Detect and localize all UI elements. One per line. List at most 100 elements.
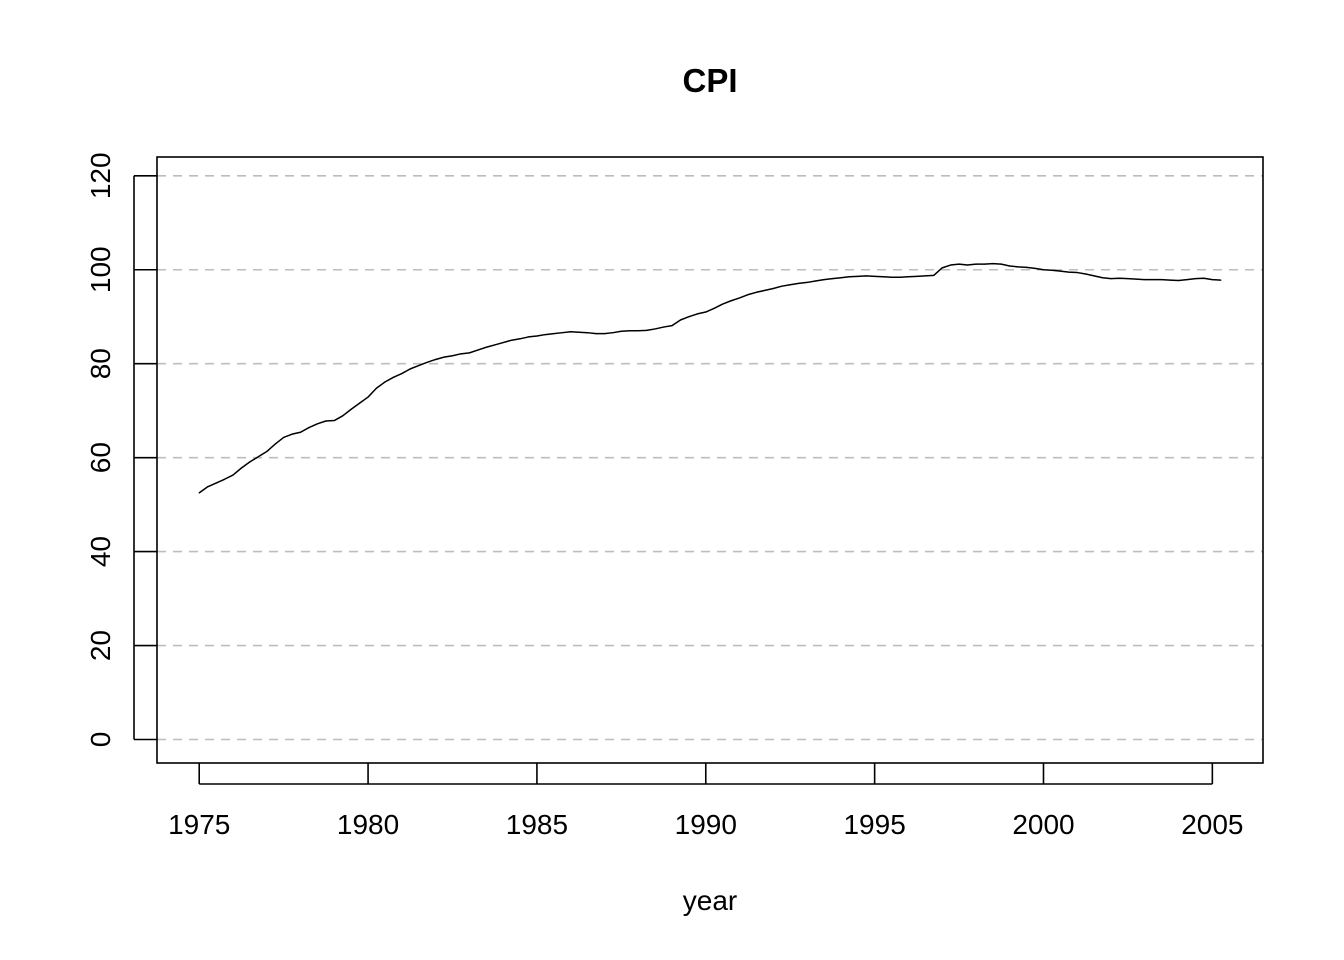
data-point-1996.25	[916, 275, 918, 277]
data-point-1993.25	[814, 280, 817, 282]
data-point-1977.25	[274, 443, 276, 445]
data-point-1981.75	[426, 361, 428, 363]
data-point-2003.75	[1169, 279, 1171, 281]
x-axis: 1975 1980 1985 1990 1995 2000 2005	[168, 763, 1243, 840]
x-tick-label-1995: 1995	[843, 809, 905, 840]
x-axis-label: year	[683, 885, 737, 916]
data-point-2003.5	[1161, 279, 1163, 281]
data-point-1995.75	[899, 276, 901, 278]
y-axis: 0 20 40 60 80 100 120	[85, 152, 157, 747]
data-point-1999.25	[1017, 266, 1019, 268]
chart-title: CPI	[682, 62, 737, 99]
data-point-1984.25	[511, 339, 513, 341]
data-point-1981.25	[409, 368, 411, 370]
data-point-2005	[1211, 279, 1213, 281]
x-tick-label-1990: 1990	[675, 809, 737, 840]
y-tick-label-80: 80	[85, 348, 116, 379]
data-point-1976.5	[249, 461, 251, 463]
data-point-1976	[232, 474, 234, 476]
x-tick-label-1975: 1975	[168, 809, 230, 840]
data-point-2001.5	[1093, 275, 1095, 277]
data-point-1975	[198, 492, 200, 494]
data-point-2003.25	[1152, 279, 1154, 281]
data-point-1997.25	[950, 264, 952, 266]
data-point-1990.25	[713, 307, 715, 309]
data-point-1987.75	[629, 330, 631, 332]
data-point-1985.25	[544, 333, 546, 336]
data-point-2003	[1144, 279, 1146, 281]
data-point-1989.25	[679, 319, 682, 321]
data-point-1980.25	[375, 387, 378, 389]
data-point-1995.5	[890, 276, 893, 278]
data-point-1991.5	[755, 291, 758, 293]
data-point-1979	[333, 419, 335, 422]
data-point-1998.75	[1000, 263, 1002, 265]
data-point-1988.25	[646, 329, 648, 331]
data-point-1992.25	[781, 285, 783, 287]
data-point-1997	[941, 267, 943, 269]
data-point-1983	[468, 352, 470, 354]
data-point-1992.75	[798, 282, 800, 284]
data-point-1986.25	[578, 331, 580, 333]
data-point-1983.75	[494, 344, 496, 346]
data-point-1998.5	[992, 263, 994, 265]
data-point-1980.75	[392, 376, 394, 378]
data-point-1984.5	[519, 338, 521, 340]
y-tick-label-0: 0	[85, 732, 116, 748]
data-point-1982.75	[460, 353, 462, 355]
data-point-1994.25	[848, 276, 850, 278]
data-point-1978.5	[316, 423, 319, 425]
data-point-1997.5	[958, 263, 960, 265]
data-point-2001	[1076, 271, 1078, 274]
data-point-1985.5	[553, 333, 555, 335]
data-point-1999	[1009, 265, 1011, 267]
series-layer	[198, 262, 1222, 494]
data-point-1990.75	[730, 300, 732, 302]
data-point-1982	[435, 358, 437, 361]
data-point-1991.25	[747, 294, 749, 296]
data-point-1978.75	[325, 420, 327, 422]
data-point-1977	[266, 450, 268, 453]
data-point-1996.5	[924, 275, 926, 277]
data-point-1998.25	[983, 263, 985, 265]
data-point-1996.75	[933, 274, 935, 276]
data-point-2000	[1042, 269, 1045, 271]
data-point-2002.25	[1118, 277, 1121, 279]
data-point-1986.75	[595, 333, 597, 335]
data-point-1980.5	[384, 381, 386, 383]
grid-lines	[157, 174, 1263, 741]
data-point-1982.5	[451, 355, 454, 357]
data-point-2001.75	[1101, 277, 1104, 279]
data-point-2000.75	[1068, 271, 1070, 273]
data-point-1989.5	[688, 316, 690, 318]
data-point-1999.75	[1034, 267, 1036, 269]
x-tick-label-2005: 2005	[1181, 809, 1243, 840]
data-point-2002	[1110, 278, 1112, 280]
data-point-1979.5	[350, 408, 352, 410]
data-point-2005.25	[1220, 279, 1222, 281]
data-point-1993.75	[831, 278, 834, 280]
data-point-1975.5	[215, 482, 217, 484]
data-point-2000.25	[1051, 269, 1053, 271]
data-point-1992	[772, 287, 774, 290]
data-point-1981.5	[418, 364, 420, 367]
data-point-1994.5	[857, 275, 859, 277]
data-point-1987	[603, 333, 606, 335]
y-tick-label-100: 100	[85, 246, 116, 293]
data-point-1990.5	[722, 303, 724, 305]
data-point-1978.25	[308, 426, 310, 429]
plot-frame	[156, 156, 1264, 764]
data-point-2004	[1177, 279, 1180, 282]
data-point-2002.5	[1127, 278, 1129, 280]
data-point-1979.75	[359, 402, 361, 404]
data-point-2004.5	[1194, 278, 1197, 280]
data-point-1979.25	[342, 415, 344, 417]
data-point-1987.25	[612, 332, 614, 334]
data-point-1977.75	[291, 433, 293, 435]
data-point-1990	[705, 311, 707, 313]
data-point-1986	[570, 331, 572, 333]
data-point-1988.5	[654, 328, 656, 330]
data-point-1992.5	[789, 284, 791, 286]
data-point-1985	[536, 335, 538, 337]
data-point-1983.25	[477, 349, 479, 351]
